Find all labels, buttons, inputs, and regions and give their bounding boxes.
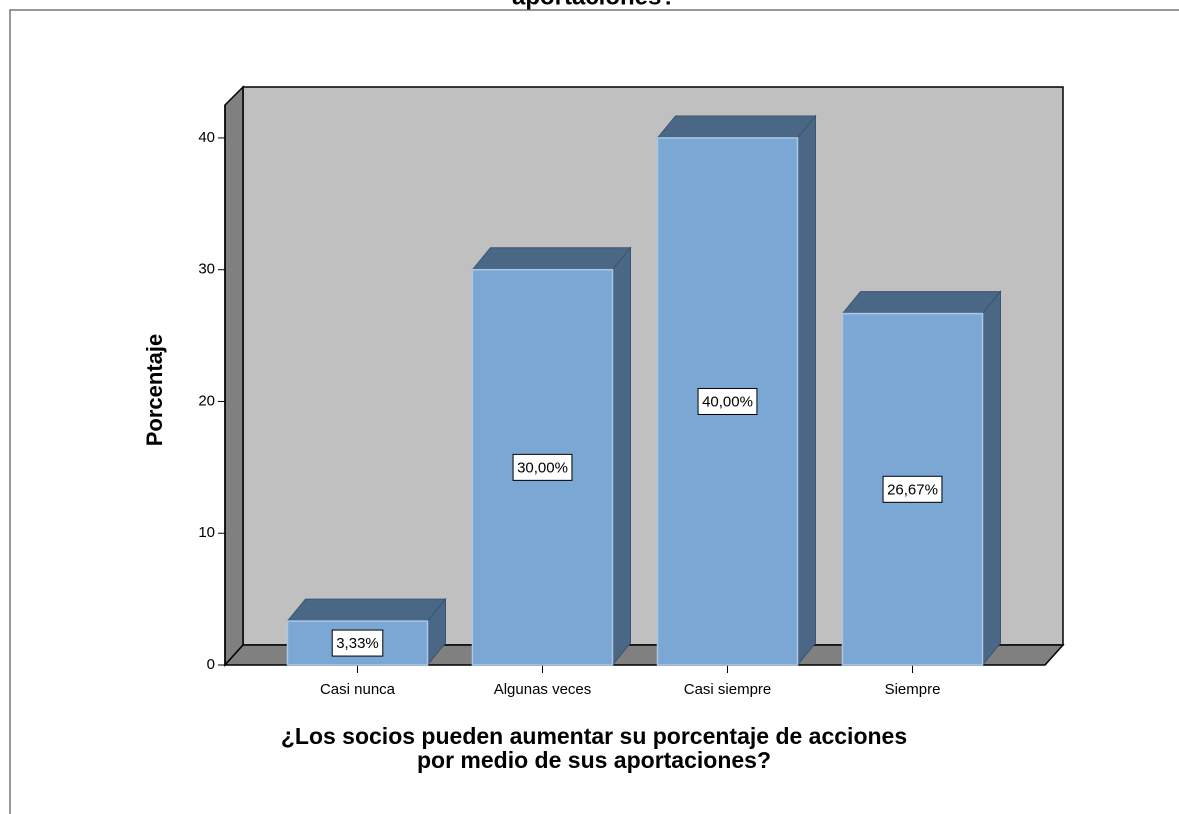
- value-label-box: [697, 387, 758, 415]
- x-tick-label: Siempre: [885, 681, 941, 698]
- bar-side: [982, 290, 1001, 667]
- chart-title: aportaciones?: [512, 0, 676, 10]
- value-label: 30,00%: [517, 459, 568, 476]
- x-tick-label: Casi nunca: [320, 681, 396, 698]
- value-label-box: [882, 475, 943, 503]
- bar-top: [286, 598, 447, 622]
- x-axis-label: por medio de sus aportaciones?: [417, 747, 771, 773]
- bar-top: [471, 247, 632, 271]
- x-tick-label: Algunas veces: [494, 681, 592, 698]
- bar-side: [612, 246, 631, 667]
- y-tick-label: 40: [198, 129, 215, 146]
- bar-top: [656, 115, 817, 139]
- x-axis-label: ¿Los socios pueden aumentar su porcentaj…: [281, 723, 907, 749]
- y-tick-label: 30: [198, 261, 215, 278]
- y-axis-label: Porcentaje: [142, 334, 167, 447]
- x-tick-label: Casi siempre: [684, 681, 772, 698]
- y-tick-label: 20: [198, 392, 215, 409]
- bar-top: [841, 291, 1002, 315]
- bar: [841, 312, 984, 666]
- value-label: 3,33%: [336, 635, 379, 652]
- side-wall: [224, 85, 244, 667]
- frame: [9, 9, 1179, 814]
- value-label: 40,00%: [702, 393, 753, 410]
- value-label: 26,67%: [887, 481, 938, 498]
- y-tick-label: 10: [198, 524, 215, 541]
- bar-side: [797, 114, 816, 667]
- value-label-box: [512, 453, 573, 481]
- value-label-box: [331, 629, 384, 657]
- y-tick-label: 0: [207, 656, 215, 673]
